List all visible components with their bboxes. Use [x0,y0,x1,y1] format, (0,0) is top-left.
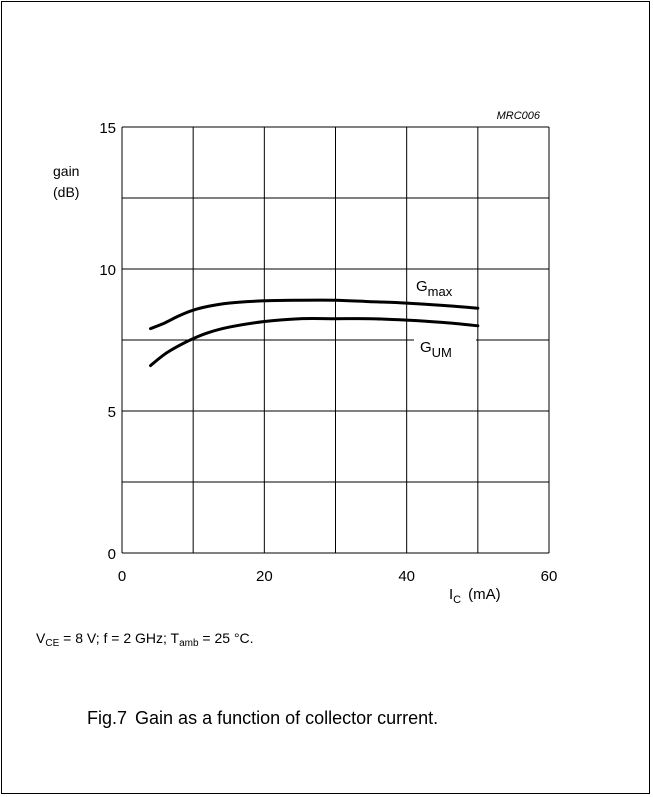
series-label-gum-main: G [420,339,432,356]
axis-ticks: 0 20 40 60 0 5 10 15 [99,120,557,585]
cond-v-sub: CE [45,638,60,649]
series-label-gmax-backing [414,272,468,298]
x-axis-label-main: I [449,586,453,603]
x-axis-label: IC (mA) [449,586,501,606]
x-tick-label: 60 [541,568,558,585]
x-tick-label: 40 [398,568,415,585]
y-axis-label-line1: gain [53,163,79,179]
figure-caption-text: Gain as a function of collector current. [135,708,439,728]
series-label-gum-sub: UM [432,345,452,360]
y-tick-label: 10 [99,262,116,279]
cond-v: V [36,630,46,646]
series-line-g-max [149,298,480,331]
series-line-g-um [149,316,480,368]
series-label-gmax-sub: max [428,284,453,299]
figure-code: MRC006 [497,110,541,122]
chart-grid [121,126,550,554]
x-tick-label: 0 [118,568,126,585]
series-lines [149,298,480,368]
figure-caption: Fig.7 Gain as a function of collector cur… [87,708,438,729]
test-conditions: VCE = 8 V; f = 2 GHz; Tamb = 25 °C. [36,630,254,649]
y-tick-label: 15 [99,120,116,137]
series-label-gum-backing [414,335,476,361]
series-label-gum: GUM [414,335,476,361]
x-axis-label-sub: C [453,594,461,606]
cond-part1: = 8 V; f = 2 GHz; T [59,630,180,646]
series-label-gum-text: GUM [420,339,452,360]
x-axis-label-unit: (mA) [468,586,501,603]
y-tick-label: 0 [108,546,116,563]
y-tick-label: 5 [108,404,116,421]
series-label-gmax-text: Gmax [416,278,453,299]
cond-part2: = 25 °C. [198,630,254,646]
series-label-gmax: Gmax [414,272,468,299]
x-tick-label: 20 [256,568,273,585]
y-axis-label-line2: (dB) [53,184,79,200]
cond-t-sub: amb [179,638,199,649]
series-label-gmax-main: G [416,278,428,295]
figure-number: Fig.7 [87,708,128,728]
